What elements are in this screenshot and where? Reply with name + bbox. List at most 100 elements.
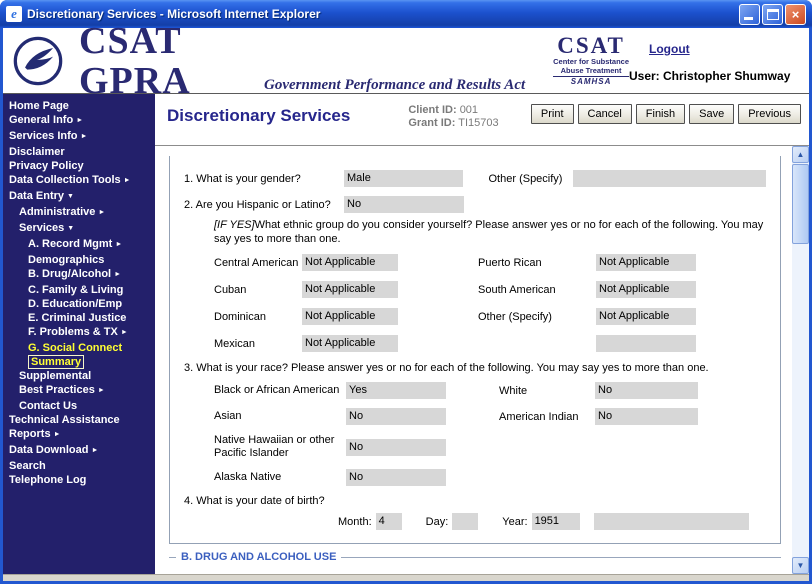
scroll-down-button[interactable]: ▼ bbox=[792, 557, 809, 574]
sidebar-item-home-page[interactable]: Home Page bbox=[9, 100, 69, 112]
dominican-field[interactable]: Not Applicable bbox=[302, 308, 398, 325]
ethnic-row: Mexican Not Applicable bbox=[214, 335, 766, 352]
cuban-field[interactable]: Not Applicable bbox=[302, 281, 398, 298]
arrow-right-icon: ► bbox=[98, 209, 106, 216]
sidebar-item-f-problems-tx[interactable]: F. Problems & TX ► bbox=[28, 326, 128, 338]
american-indian-field[interactable]: No bbox=[595, 408, 698, 425]
field-label: Month: bbox=[338, 515, 372, 528]
csat-logo-line: Abuse Treatment bbox=[560, 66, 622, 75]
alaska-native-field[interactable]: No bbox=[346, 469, 446, 486]
sidebar-item-contact-us[interactable]: Contact Us bbox=[19, 400, 78, 412]
sidebar-item-privacy-policy[interactable]: Privacy Policy bbox=[9, 160, 84, 172]
field-label: Day: bbox=[425, 515, 449, 528]
sidebar-item-a-record-mgmt[interactable]: A. Record Mgmt ► bbox=[28, 238, 123, 250]
scrollbar-track[interactable] bbox=[792, 163, 809, 557]
sidebar-item-general-info[interactable]: General Info ► bbox=[9, 114, 84, 126]
maximize-button[interactable] bbox=[762, 3, 783, 25]
sidebar-item-c-family-living[interactable]: C. Family & Living bbox=[28, 284, 124, 296]
black-african-american-field[interactable]: Yes bbox=[346, 382, 446, 399]
window-frame: CSAT GPRA Government Performance and Res… bbox=[3, 21, 809, 581]
hispanic-latino-field[interactable]: No bbox=[344, 196, 464, 213]
divider bbox=[169, 556, 176, 558]
logout-link[interactable]: Logout bbox=[649, 42, 690, 56]
month-field[interactable]: 4 bbox=[375, 513, 402, 530]
sidebar-item-e-criminal-justice[interactable]: E. Criminal Justice bbox=[28, 312, 127, 324]
ethnic-row: Dominican Not Applicable Other (Specify)… bbox=[214, 308, 766, 325]
sidebar-item-best-practices[interactable]: Best Practices ► bbox=[19, 384, 105, 396]
id-block: Client ID: 001 Grant ID: TI15703 bbox=[408, 104, 498, 145]
central-american-field[interactable]: Not Applicable bbox=[302, 254, 398, 271]
year-field[interactable]: 1951 bbox=[531, 513, 580, 530]
close-button[interactable]: × bbox=[785, 3, 806, 25]
sidebar-item-summary[interactable]: Summary bbox=[3, 355, 155, 369]
status-bar bbox=[3, 574, 809, 581]
sidebar-item-services[interactable]: Services ▼ bbox=[19, 222, 75, 234]
sidebar-item-reports[interactable]: Reports ► bbox=[9, 428, 61, 440]
arrow-right-icon: ► bbox=[76, 117, 84, 124]
sidebar-item-d-education-emp[interactable]: D. Education/Emp bbox=[28, 298, 123, 310]
race-row: Black or African American Yes White No bbox=[214, 382, 766, 399]
cancel-button[interactable]: Cancel bbox=[577, 104, 632, 124]
sidebar-item-administrative[interactable]: Administrative ► bbox=[19, 206, 106, 218]
page-title: Discretionary Services bbox=[167, 106, 351, 125]
day-field[interactable] bbox=[452, 513, 479, 530]
sidebar-item-disclaimer[interactable]: Disclaimer bbox=[9, 146, 65, 158]
ethnic-other-specify-field[interactable] bbox=[596, 335, 696, 352]
app-header: CSAT GPRA Government Performance and Res… bbox=[3, 21, 809, 101]
field-label: Mexican bbox=[214, 337, 255, 350]
previous-button[interactable]: Previous bbox=[738, 104, 801, 124]
white-field[interactable]: No bbox=[595, 382, 698, 399]
dob-row: Month: 4 Day: Year: 1951 bbox=[338, 513, 766, 543]
vertical-scrollbar[interactable]: ▲ ▼ bbox=[792, 146, 809, 574]
gender-other-specify-field[interactable] bbox=[572, 170, 766, 187]
arrow-down-icon: ▼ bbox=[67, 225, 75, 232]
demographics-fieldset: 1. What is your gender? Male Other (Spec… bbox=[169, 156, 781, 544]
minimize-button[interactable] bbox=[739, 3, 760, 25]
field-label: Other (Specify) bbox=[488, 172, 563, 185]
save-button[interactable]: Save bbox=[689, 104, 735, 124]
csat-logo: CSAT Center for Substance Abuse Treatmen… bbox=[553, 34, 629, 87]
ethnic-other-field[interactable]: Not Applicable bbox=[596, 308, 696, 325]
puerto-rican-field[interactable]: Not Applicable bbox=[596, 254, 696, 271]
field-label: White bbox=[499, 384, 528, 397]
sidebar-item-data-download[interactable]: Data Download ► bbox=[9, 444, 99, 456]
field-label: Puerto Rican bbox=[478, 256, 542, 269]
minimize-icon bbox=[744, 16, 753, 20]
field-label: Dominican bbox=[214, 310, 266, 323]
arrow-right-icon: ► bbox=[91, 447, 99, 454]
brand-tagline: Government Performance and Results Act bbox=[264, 76, 526, 93]
sidebar-item-g-social-connect[interactable]: G. Social Connect bbox=[28, 342, 123, 354]
mexican-field[interactable]: Not Applicable bbox=[302, 335, 398, 352]
gender-field[interactable]: Male bbox=[344, 170, 463, 187]
brand-title: CSAT GPRA bbox=[79, 19, 191, 102]
sidebar-item-technical-assistance[interactable]: Technical Assistance bbox=[9, 414, 120, 426]
scroll-up-button[interactable]: ▲ bbox=[792, 146, 809, 163]
section-b-title: B. DRUG AND ALCOHOL USE bbox=[181, 551, 337, 563]
user-block: Logout User: Christopher Shumway bbox=[629, 38, 799, 83]
sidebar-item-supplemental[interactable]: Supplemental bbox=[19, 370, 92, 382]
native-hawaiian-field[interactable]: No bbox=[346, 438, 446, 456]
brand-block: CSAT GPRA Government Performance and Res… bbox=[79, 21, 525, 101]
print-button[interactable]: Print bbox=[530, 104, 574, 124]
field-label: Year: bbox=[502, 515, 528, 528]
arrow-right-icon: ► bbox=[123, 177, 131, 184]
sidebar-item-services-info[interactable]: Services Info ► bbox=[9, 130, 88, 142]
dob-extra-field[interactable] bbox=[593, 513, 749, 530]
question-label: 1. What is your gender? bbox=[184, 172, 301, 185]
arrow-right-icon: ► bbox=[80, 133, 88, 140]
south-american-field[interactable]: Not Applicable bbox=[596, 281, 696, 298]
asian-field[interactable]: No bbox=[346, 408, 446, 425]
action-buttons: Print Cancel Finish Save Previous bbox=[530, 104, 801, 145]
sidebar-item-search[interactable]: Search bbox=[9, 460, 46, 472]
arrow-down-icon: ▼ bbox=[67, 193, 74, 200]
sidebar-item-telephone-log[interactable]: Telephone Log bbox=[9, 474, 87, 486]
sidebar-item-demographics[interactable]: Demographics bbox=[28, 254, 105, 266]
scrollbar-thumb[interactable] bbox=[792, 164, 809, 244]
finish-button[interactable]: Finish bbox=[635, 104, 686, 124]
sidebar-item-data-collection-tools[interactable]: Data Collection Tools ► bbox=[9, 174, 131, 186]
client-id: Client ID: 001 bbox=[408, 104, 479, 116]
sidebar-item-b-drug-alcohol[interactable]: B. Drug/Alcohol ► bbox=[28, 268, 122, 280]
arrow-right-icon: ► bbox=[53, 431, 61, 438]
sidebar-item-data-entry[interactable]: Data Entry ▼ bbox=[9, 190, 74, 202]
divider bbox=[341, 556, 781, 558]
